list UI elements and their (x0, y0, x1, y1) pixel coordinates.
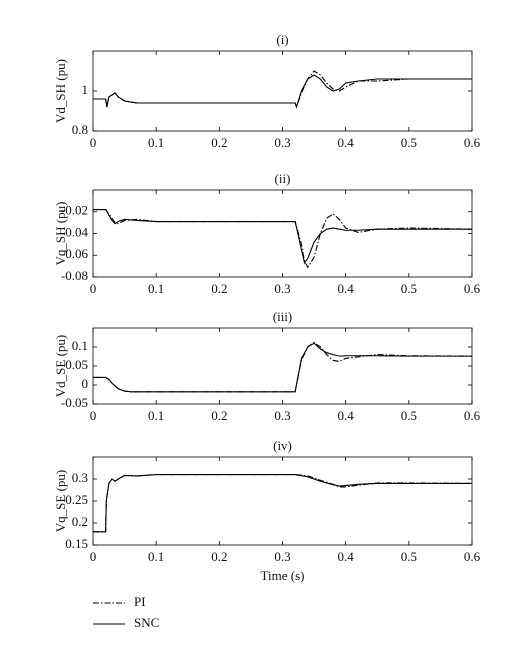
x-tick-label: 0.4 (338, 408, 355, 423)
y-tick-label: 0.1 (72, 338, 88, 353)
series-line (93, 70, 472, 109)
x-tick-label: 0 (90, 135, 97, 150)
y-tick-label: 1 (82, 82, 89, 97)
y-axis-label: Vq_SH (pu) (53, 202, 68, 266)
series-line (93, 341, 473, 393)
x-tick-label: 0.4 (338, 549, 355, 564)
x-tick-label: 0.6 (464, 135, 481, 150)
x-tick-label: 0.5 (401, 135, 417, 150)
x-tick-label: 0.1 (148, 135, 164, 150)
x-tick-label: 0 (90, 281, 97, 296)
y-tick-label: 0.2 (72, 514, 88, 529)
y-tick-label: -0.04 (61, 224, 89, 239)
x-tick-label: 0 (90, 549, 97, 564)
y-tick-label: -0.02 (61, 203, 88, 218)
panel-title: (i) (276, 32, 288, 47)
series-line (93, 209, 472, 265)
y-tick-label: 0.3 (72, 470, 88, 485)
plot-frame (92, 189, 473, 278)
x-tick-label: 0.4 (338, 135, 355, 150)
y-axis-label: Vd_SH (pu) (53, 59, 68, 123)
x-tick-label: 0.4 (338, 281, 355, 296)
x-tick-label: 0 (90, 408, 97, 423)
series-line (93, 342, 472, 393)
x-tick-label: 0.2 (211, 549, 227, 564)
panel-title: (iii) (273, 309, 293, 324)
x-tick-label: 0.6 (464, 408, 481, 423)
series-line (93, 474, 472, 533)
y-tick-label: -0.08 (61, 268, 88, 283)
plot-frame (92, 327, 473, 405)
x-tick-label: 0.2 (211, 281, 227, 296)
y-axis-label: Vq_SE (pu) (53, 470, 68, 532)
series-line (93, 209, 473, 269)
x-axis-label: Time (s) (261, 568, 305, 583)
y-tick-label: 0.25 (65, 492, 88, 507)
x-tick-label: 0.1 (148, 549, 164, 564)
y-tick-label: -0.05 (61, 395, 88, 410)
x-tick-label: 0.3 (274, 135, 290, 150)
y-tick-label: 0.15 (65, 536, 88, 551)
x-tick-label: 0.1 (148, 408, 164, 423)
x-tick-label: 0.5 (401, 549, 417, 564)
panel-title: (ii) (275, 171, 291, 186)
x-tick-label: 0.3 (274, 281, 290, 296)
y-tick-label: -0.06 (61, 246, 89, 261)
y-axis-label: Vd_SE (pu) (53, 335, 68, 397)
x-tick-label: 0.2 (211, 135, 227, 150)
x-tick-label: 0.3 (274, 408, 290, 423)
legend-label: PI (134, 594, 146, 609)
x-tick-label: 0.6 (464, 549, 481, 564)
x-tick-label: 0.5 (401, 281, 417, 296)
y-tick-label: 0.05 (65, 357, 88, 372)
legend-label: SNC (134, 615, 159, 630)
plot-frame (92, 456, 473, 546)
x-tick-label: 0.3 (274, 549, 290, 564)
x-tick-label: 0.6 (464, 281, 481, 296)
y-tick-label: 0 (82, 376, 89, 391)
x-tick-label: 0.5 (401, 408, 417, 423)
panel-title: (iv) (273, 438, 292, 453)
x-tick-label: 0.2 (211, 408, 227, 423)
plot-frame (92, 50, 473, 132)
x-tick-label: 0.1 (148, 281, 164, 296)
y-tick-label: 0.8 (72, 122, 88, 137)
series-line (93, 74, 472, 109)
